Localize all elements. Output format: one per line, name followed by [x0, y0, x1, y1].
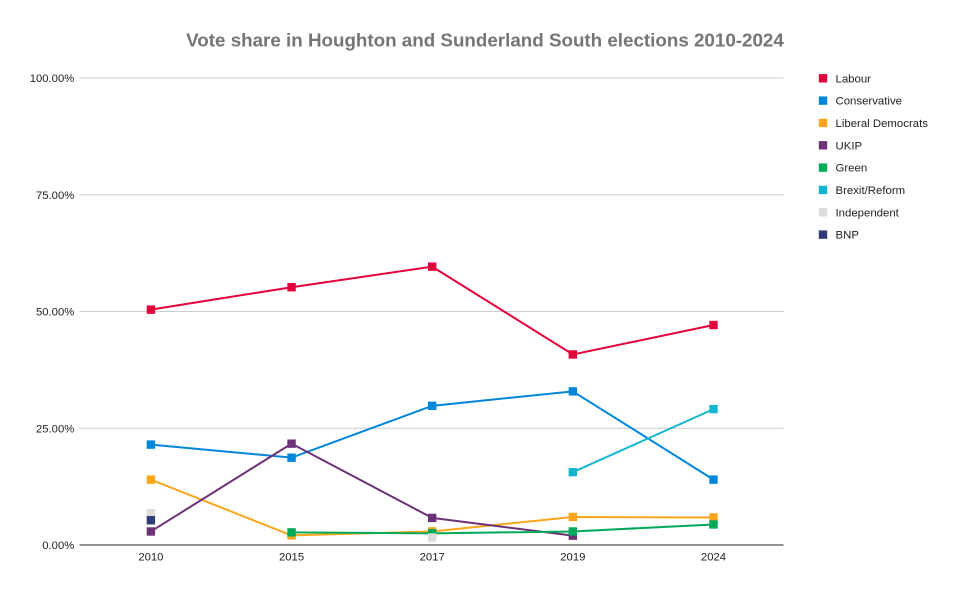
svg-text:Green: Green — [836, 163, 868, 175]
svg-text:Conservative: Conservative — [836, 96, 902, 108]
svg-text:Independent: Independent — [836, 207, 900, 219]
svg-text:2010: 2010 — [138, 552, 163, 564]
svg-text:Liberal Democrats: Liberal Democrats — [836, 118, 929, 130]
svg-text:Brexit/Reform: Brexit/Reform — [836, 185, 906, 197]
svg-text:UKIP: UKIP — [836, 140, 863, 152]
svg-text:2024: 2024 — [701, 552, 726, 564]
svg-text:50.00%: 50.00% — [36, 307, 74, 319]
svg-text:Vote share in Houghton and Sun: Vote share in Houghton and Sunderland So… — [186, 29, 784, 50]
svg-text:100.00%: 100.00% — [30, 73, 75, 85]
svg-text:2019: 2019 — [560, 552, 585, 564]
svg-text:BNP: BNP — [836, 230, 859, 242]
svg-text:2015: 2015 — [279, 552, 304, 564]
svg-text:2017: 2017 — [420, 552, 445, 564]
svg-text:25.00%: 25.00% — [36, 423, 74, 435]
svg-text:Labour: Labour — [836, 73, 872, 85]
svg-text:75.00%: 75.00% — [36, 190, 74, 202]
svg-text:0.00%: 0.00% — [42, 540, 74, 552]
